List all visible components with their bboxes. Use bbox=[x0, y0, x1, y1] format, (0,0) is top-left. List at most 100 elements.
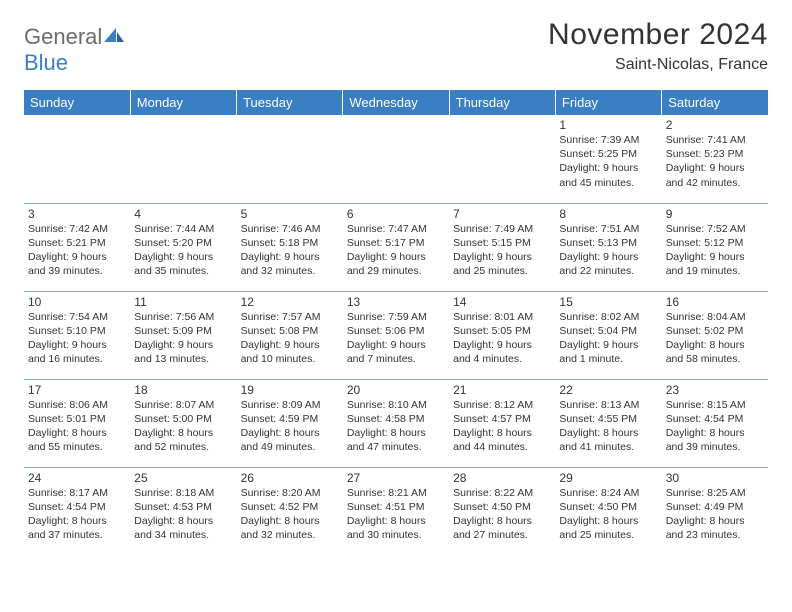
daylight-line: Daylight: 9 hours and 45 minutes. bbox=[559, 161, 657, 189]
day-number: 8 bbox=[559, 207, 657, 221]
sunrise-line: Sunrise: 7:41 AM bbox=[666, 133, 764, 147]
sunrise-line: Sunrise: 8:13 AM bbox=[559, 398, 657, 412]
calendar-column-header: Tuesday bbox=[237, 90, 343, 115]
day-number: 2 bbox=[666, 118, 764, 132]
day-number: 24 bbox=[28, 471, 126, 485]
sunrise-line: Sunrise: 7:59 AM bbox=[347, 310, 445, 324]
sunrise-line: Sunrise: 8:18 AM bbox=[134, 486, 232, 500]
daylight-line: Daylight: 9 hours and 1 minute. bbox=[559, 338, 657, 366]
calendar-day-cell: 21Sunrise: 8:12 AMSunset: 4:57 PMDayligh… bbox=[449, 379, 555, 467]
daylight-line: Daylight: 8 hours and 37 minutes. bbox=[28, 514, 126, 542]
calendar-day-cell: 9Sunrise: 7:52 AMSunset: 5:12 PMDaylight… bbox=[662, 203, 768, 291]
daylight-line: Daylight: 8 hours and 58 minutes. bbox=[666, 338, 764, 366]
day-number: 21 bbox=[453, 383, 551, 397]
calendar-column-header: Monday bbox=[130, 90, 236, 115]
day-number: 6 bbox=[347, 207, 445, 221]
calendar-day-cell: 13Sunrise: 7:59 AMSunset: 5:06 PMDayligh… bbox=[343, 291, 449, 379]
sunset-line: Sunset: 4:51 PM bbox=[347, 500, 445, 514]
calendar-week-row: 17Sunrise: 8:06 AMSunset: 5:01 PMDayligh… bbox=[24, 379, 768, 467]
calendar-column-header: Sunday bbox=[24, 90, 130, 115]
day-number: 28 bbox=[453, 471, 551, 485]
day-number: 13 bbox=[347, 295, 445, 309]
day-number: 30 bbox=[666, 471, 764, 485]
day-number: 16 bbox=[666, 295, 764, 309]
month-title: November 2024 bbox=[548, 18, 768, 52]
calendar-day-cell: 19Sunrise: 8:09 AMSunset: 4:59 PMDayligh… bbox=[237, 379, 343, 467]
sunrise-line: Sunrise: 7:47 AM bbox=[347, 222, 445, 236]
calendar-column-header: Saturday bbox=[662, 90, 768, 115]
daylight-line: Daylight: 9 hours and 29 minutes. bbox=[347, 250, 445, 278]
calendar-column-header: Thursday bbox=[449, 90, 555, 115]
day-number: 14 bbox=[453, 295, 551, 309]
sunrise-line: Sunrise: 8:01 AM bbox=[453, 310, 551, 324]
daylight-line: Daylight: 9 hours and 4 minutes. bbox=[453, 338, 551, 366]
sunset-line: Sunset: 5:20 PM bbox=[134, 236, 232, 250]
sunset-line: Sunset: 5:15 PM bbox=[453, 236, 551, 250]
sunset-line: Sunset: 4:50 PM bbox=[453, 500, 551, 514]
calendar-column-header: Wednesday bbox=[343, 90, 449, 115]
day-number: 9 bbox=[666, 207, 764, 221]
daylight-line: Daylight: 8 hours and 47 minutes. bbox=[347, 426, 445, 454]
calendar-day-cell: 11Sunrise: 7:56 AMSunset: 5:09 PMDayligh… bbox=[130, 291, 236, 379]
calendar-day-cell: 10Sunrise: 7:54 AMSunset: 5:10 PMDayligh… bbox=[24, 291, 130, 379]
calendar-header-row: SundayMondayTuesdayWednesdayThursdayFrid… bbox=[24, 90, 768, 115]
sunrise-line: Sunrise: 8:02 AM bbox=[559, 310, 657, 324]
daylight-line: Daylight: 9 hours and 39 minutes. bbox=[28, 250, 126, 278]
sunset-line: Sunset: 5:08 PM bbox=[241, 324, 339, 338]
daylight-line: Daylight: 8 hours and 55 minutes. bbox=[28, 426, 126, 454]
calendar-week-row: 3Sunrise: 7:42 AMSunset: 5:21 PMDaylight… bbox=[24, 203, 768, 291]
daylight-line: Daylight: 9 hours and 32 minutes. bbox=[241, 250, 339, 278]
day-number: 11 bbox=[134, 295, 232, 309]
sunset-line: Sunset: 5:01 PM bbox=[28, 412, 126, 426]
calendar-day-cell: 3Sunrise: 7:42 AMSunset: 5:21 PMDaylight… bbox=[24, 203, 130, 291]
daylight-line: Daylight: 8 hours and 34 minutes. bbox=[134, 514, 232, 542]
calendar-week-row: 24Sunrise: 8:17 AMSunset: 4:54 PMDayligh… bbox=[24, 467, 768, 555]
sunrise-line: Sunrise: 8:07 AM bbox=[134, 398, 232, 412]
calendar-day-cell: 22Sunrise: 8:13 AMSunset: 4:55 PMDayligh… bbox=[555, 379, 661, 467]
calendar-day-cell: 7Sunrise: 7:49 AMSunset: 5:15 PMDaylight… bbox=[449, 203, 555, 291]
calendar-column-header: Friday bbox=[555, 90, 661, 115]
sunset-line: Sunset: 5:21 PM bbox=[28, 236, 126, 250]
calendar-day-cell bbox=[449, 115, 555, 203]
sunset-line: Sunset: 4:50 PM bbox=[559, 500, 657, 514]
calendar-day-cell: 6Sunrise: 7:47 AMSunset: 5:17 PMDaylight… bbox=[343, 203, 449, 291]
daylight-line: Daylight: 9 hours and 7 minutes. bbox=[347, 338, 445, 366]
sunrise-line: Sunrise: 8:20 AM bbox=[241, 486, 339, 500]
daylight-line: Daylight: 9 hours and 10 minutes. bbox=[241, 338, 339, 366]
daylight-line: Daylight: 9 hours and 19 minutes. bbox=[666, 250, 764, 278]
calendar-day-cell: 25Sunrise: 8:18 AMSunset: 4:53 PMDayligh… bbox=[130, 467, 236, 555]
day-number: 29 bbox=[559, 471, 657, 485]
sunrise-line: Sunrise: 8:10 AM bbox=[347, 398, 445, 412]
sunrise-line: Sunrise: 8:17 AM bbox=[28, 486, 126, 500]
calendar-day-cell: 15Sunrise: 8:02 AMSunset: 5:04 PMDayligh… bbox=[555, 291, 661, 379]
calendar-day-cell bbox=[130, 115, 236, 203]
sunset-line: Sunset: 4:52 PM bbox=[241, 500, 339, 514]
sunrise-line: Sunrise: 8:15 AM bbox=[666, 398, 764, 412]
sunrise-line: Sunrise: 7:46 AM bbox=[241, 222, 339, 236]
calendar-grid: SundayMondayTuesdayWednesdayThursdayFrid… bbox=[24, 90, 768, 555]
logo-word1: General bbox=[24, 24, 102, 49]
sunrise-line: Sunrise: 7:51 AM bbox=[559, 222, 657, 236]
day-number: 22 bbox=[559, 383, 657, 397]
calendar-day-cell: 12Sunrise: 7:57 AMSunset: 5:08 PMDayligh… bbox=[237, 291, 343, 379]
day-number: 25 bbox=[134, 471, 232, 485]
logo-text: General Blue bbox=[24, 24, 126, 76]
sunset-line: Sunset: 4:54 PM bbox=[666, 412, 764, 426]
sunrise-line: Sunrise: 8:22 AM bbox=[453, 486, 551, 500]
sunset-line: Sunset: 4:55 PM bbox=[559, 412, 657, 426]
calendar-day-cell: 8Sunrise: 7:51 AMSunset: 5:13 PMDaylight… bbox=[555, 203, 661, 291]
sunset-line: Sunset: 4:54 PM bbox=[28, 500, 126, 514]
sunrise-line: Sunrise: 7:42 AM bbox=[28, 222, 126, 236]
calendar-day-cell: 14Sunrise: 8:01 AMSunset: 5:05 PMDayligh… bbox=[449, 291, 555, 379]
day-number: 7 bbox=[453, 207, 551, 221]
daylight-line: Daylight: 9 hours and 42 minutes. bbox=[666, 161, 764, 189]
daylight-line: Daylight: 8 hours and 49 minutes. bbox=[241, 426, 339, 454]
sunset-line: Sunset: 4:59 PM bbox=[241, 412, 339, 426]
logo-sail-icon bbox=[102, 26, 126, 44]
calendar-day-cell: 23Sunrise: 8:15 AMSunset: 4:54 PMDayligh… bbox=[662, 379, 768, 467]
sunset-line: Sunset: 5:05 PM bbox=[453, 324, 551, 338]
sunrise-line: Sunrise: 7:44 AM bbox=[134, 222, 232, 236]
sunrise-line: Sunrise: 8:25 AM bbox=[666, 486, 764, 500]
calendar-day-cell: 4Sunrise: 7:44 AMSunset: 5:20 PMDaylight… bbox=[130, 203, 236, 291]
calendar-day-cell: 24Sunrise: 8:17 AMSunset: 4:54 PMDayligh… bbox=[24, 467, 130, 555]
